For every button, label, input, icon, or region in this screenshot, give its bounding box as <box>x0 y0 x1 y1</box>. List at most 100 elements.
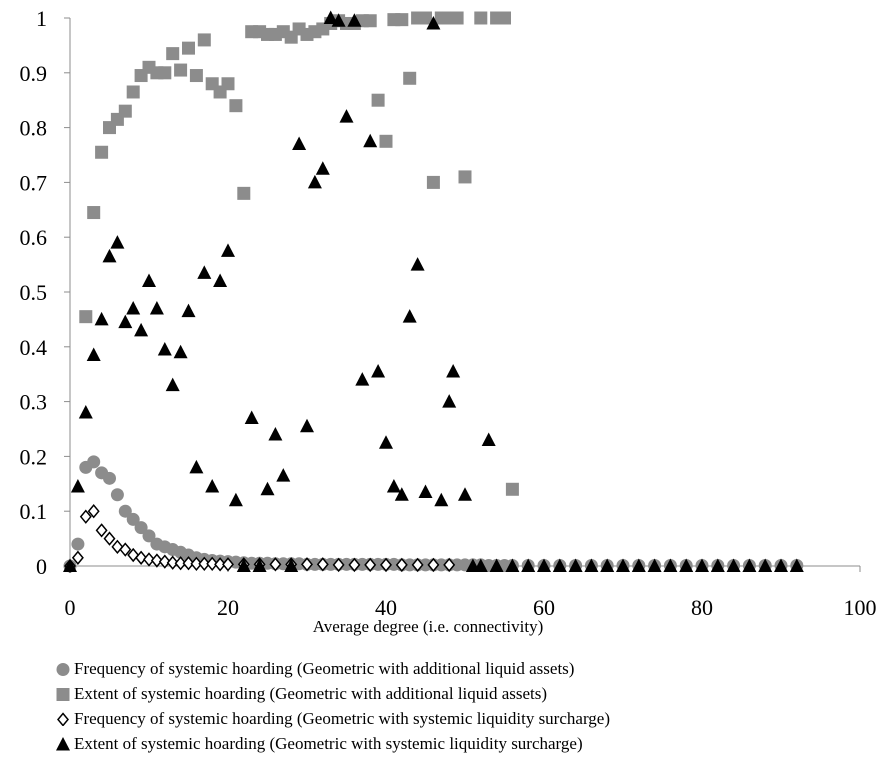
extent-liquidity-surcharge-point <box>552 558 567 572</box>
legend-diamond-glyph <box>57 711 69 726</box>
extent-liquidity-surcharge-point <box>789 558 804 572</box>
extent-liquidity-surcharge-point <box>363 133 378 148</box>
extent-liquidity-surcharge-point <box>165 377 180 392</box>
freq-liquidity-surcharge-point <box>332 557 345 573</box>
extent-liquidity-surcharge-point <box>521 558 536 572</box>
extent-liquidity-surcharge-point <box>157 342 172 356</box>
y-tick-label: 0.8 <box>20 116 48 141</box>
extent-additional-assets-point <box>458 170 472 184</box>
freq-liquidity-surcharge-point <box>71 550 84 565</box>
extent-liquidity-surcharge-point <box>647 558 662 572</box>
extent-liquidity-surcharge-point <box>118 314 133 329</box>
freq-liquidity-surcharge-point <box>411 557 424 573</box>
extent-additional-assets-point <box>426 175 440 189</box>
extent-liquidity-surcharge-point <box>489 558 504 572</box>
extent-liquidity-surcharge-point <box>458 487 472 501</box>
freq-liquidity-surcharge-point <box>198 556 211 571</box>
x-tick-label: 80 <box>691 595 713 620</box>
legend-label: Extent of systemic hoarding (Geometric w… <box>74 734 583 753</box>
extent-additional-assets-point <box>371 93 385 107</box>
extent-additional-assets-point <box>174 63 188 77</box>
freq-liquidity-surcharge-point <box>190 556 203 571</box>
freq-liquidity-surcharge-point <box>79 509 92 524</box>
extent-liquidity-surcharge-point <box>410 257 425 271</box>
extent-liquidity-surcharge-point <box>568 558 583 572</box>
freq-liquidity-surcharge-point <box>87 504 100 519</box>
extent-liquidity-surcharge-point <box>695 558 709 572</box>
extent-liquidity-surcharge-point <box>236 558 251 572</box>
extent-liquidity-surcharge-point <box>197 265 212 279</box>
extent-liquidity-surcharge-point <box>86 347 101 362</box>
extent-additional-assets-point <box>87 206 101 220</box>
freq-liquidity-surcharge-point <box>427 557 440 573</box>
scatter-chart: 0 20 40 60 80 100 0 0.1 0.2 0.3 0.4 0.5 0.6 0.7 0.8 0.9… <box>20 6 877 636</box>
extent-liquidity-surcharge-point <box>331 13 346 27</box>
legend-square-marker <box>56 687 70 701</box>
freq-liquidity-surcharge-point <box>316 557 329 572</box>
extent-liquidity-surcharge-point <box>94 311 109 326</box>
extent-liquidity-surcharge-point <box>774 558 788 572</box>
legend-circle-glyph <box>56 662 70 676</box>
extent-liquidity-surcharge-point <box>252 558 267 572</box>
freq-additional-assets-point <box>71 537 85 551</box>
extent-additional-assets-point <box>221 77 235 91</box>
extent-liquidity-surcharge-point <box>221 243 235 257</box>
x-tick-label: 0 <box>65 595 76 620</box>
extent-additional-assets-point <box>498 11 511 25</box>
extent-additional-assets-point <box>182 41 195 55</box>
freq-liquidity-surcharge-point <box>158 554 171 569</box>
extent-liquidity-surcharge-point <box>402 309 417 323</box>
extent-liquidity-surcharge-point <box>710 558 725 572</box>
freq-liquidity-surcharge-point <box>166 555 179 570</box>
y-tick-label: 0.3 <box>20 390 48 415</box>
x-tick-label: 100 <box>844 595 877 620</box>
legend-circle-marker <box>56 662 70 676</box>
extent-liquidity-surcharge-point <box>355 372 370 386</box>
extent-liquidity-surcharge-point <box>63 558 77 572</box>
y-tick-label: 0.2 <box>20 444 48 469</box>
legend-diamond-marker <box>56 711 70 726</box>
freq-liquidity-surcharge-point <box>214 557 227 572</box>
extent-liquidity-surcharge-point <box>726 558 741 572</box>
extent-liquidity-surcharge-point <box>213 273 228 288</box>
extent-liquidity-surcharge-point <box>679 558 694 572</box>
data-points <box>63 10 804 574</box>
series-freq-liquidity-surcharge <box>64 504 456 574</box>
extent-additional-assets-point <box>474 11 488 25</box>
extent-liquidity-surcharge-point <box>205 479 220 493</box>
legend-triangle-glyph <box>56 736 70 750</box>
extent-liquidity-surcharge-point <box>616 558 630 572</box>
extent-additional-assets-point <box>237 186 251 200</box>
freq-additional-assets-point <box>134 521 148 535</box>
extent-liquidity-surcharge-point <box>426 15 441 30</box>
extent-liquidity-surcharge-point <box>102 248 117 263</box>
extent-liquidity-surcharge-point <box>442 394 457 408</box>
extent-additional-assets-point <box>118 104 132 118</box>
y-tick-label: 0.4 <box>20 335 48 360</box>
extent-liquidity-surcharge-point <box>70 479 85 493</box>
legend-item: Extent of systemic hoarding (Geometric w… <box>56 681 610 706</box>
y-tick-label: 0.7 <box>20 170 48 195</box>
extent-liquidity-surcharge-point <box>418 484 433 499</box>
y-tick-label: 0.5 <box>20 280 48 305</box>
legend-item: Extent of systemic hoarding (Geometric w… <box>56 731 610 756</box>
freq-additional-assets-point <box>118 504 132 518</box>
extent-liquidity-surcharge-point <box>631 558 646 572</box>
legend-triangle-marker <box>56 736 70 751</box>
extent-additional-assets-point <box>403 71 417 85</box>
extent-liquidity-surcharge-point <box>134 322 149 337</box>
extent-liquidity-surcharge-point <box>386 479 401 493</box>
y-tick-label: 0.6 <box>20 225 48 250</box>
freq-liquidity-surcharge-point <box>380 557 392 573</box>
extent-liquidity-surcharge-point <box>142 273 156 288</box>
extent-additional-assets-point <box>450 11 464 25</box>
tick-marks <box>64 17 861 572</box>
tick-labels: 0 20 40 60 80 100 0 0.1 0.2 0.3 0.4 0.5 0.6 0.7 0.8 0.9… <box>20 6 877 620</box>
freq-liquidity-surcharge-point <box>364 557 377 573</box>
extent-liquidity-surcharge-point <box>268 426 283 441</box>
y-tick-label: 0.9 <box>20 61 48 86</box>
extent-liquidity-surcharge-point <box>394 487 409 501</box>
extent-liquidity-surcharge-point <box>347 13 362 27</box>
extent-additional-assets-point <box>505 482 519 496</box>
extent-liquidity-surcharge-point <box>371 363 386 378</box>
